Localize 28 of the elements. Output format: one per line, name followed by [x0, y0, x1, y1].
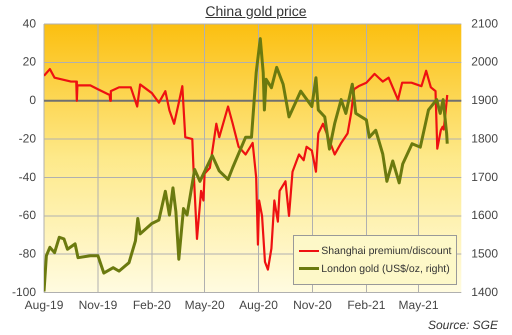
- y2-tick-label: 1600: [471, 208, 498, 222]
- x-tick-label: Nov-19: [78, 298, 118, 312]
- chart-title: China gold price: [205, 3, 307, 19]
- y-tick-label: -60: [18, 208, 36, 222]
- y-tick-label: -100: [12, 284, 36, 299]
- y-tick-label: -80: [18, 246, 36, 261]
- y-tick-label: 20: [22, 54, 36, 69]
- x-tick-label: May-21: [398, 298, 439, 312]
- y2-tick-label: 2000: [471, 54, 498, 69]
- y-tick-label: 0: [29, 93, 36, 108]
- x-tick-label: Aug-19: [24, 298, 64, 312]
- x-tick-label: Feb-21: [347, 298, 386, 312]
- x-tick-label: Feb-20: [132, 298, 172, 312]
- source-note: Source: SGE: [428, 318, 498, 332]
- y2-tick-label: 1700: [471, 170, 498, 184]
- x-tick-label: May-20: [184, 298, 225, 312]
- legend-label: Shanghai premium/discount: [321, 244, 452, 257]
- y-tick-label: -40: [18, 170, 36, 184]
- y2-tick-label: 1800: [471, 131, 498, 146]
- x-tick-label: Nov-20: [293, 298, 332, 312]
- x-tick-label: Aug-20: [239, 298, 278, 312]
- y2-tick-label: 2100: [471, 16, 498, 30]
- y2-tick-label: 1500: [471, 246, 498, 261]
- y-tick-label: 40: [22, 16, 36, 30]
- y2-tick-label: 1400: [471, 284, 498, 299]
- y-tick-label: -20: [18, 131, 36, 146]
- y2-tick-label: 1900: [471, 93, 498, 108]
- legend-label: London gold (US$/oz, right): [321, 262, 450, 275]
